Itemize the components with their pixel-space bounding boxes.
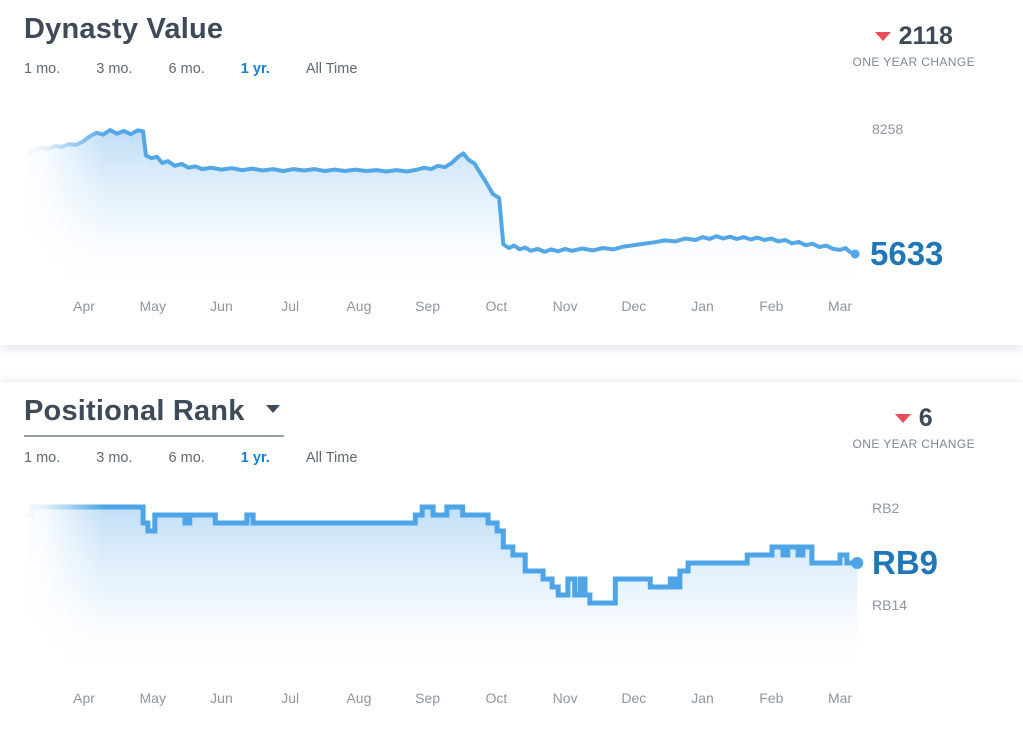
chevron-down-icon (265, 405, 280, 414)
x-axis-label-feb: Feb (759, 690, 784, 706)
x-axis-label-jul: Jul (281, 690, 300, 706)
change-value: 6 (918, 404, 933, 432)
left-fade-overlay (0, 95, 115, 307)
positional-rank-panel: Positional Rank 1 mo. 3 mo. 6 mo. 1 yr. All … (0, 382, 1023, 729)
x-axis-label-nov: Nov (552, 298, 578, 314)
x-axis-label-jan: Jan (691, 690, 714, 706)
x-axis-label-jan: Jan (691, 298, 714, 314)
change-value: 2118 (898, 22, 953, 50)
x-axis-label-mar: Mar (827, 298, 853, 314)
chart-end-dot (851, 557, 864, 569)
tab-1-mo[interactable]: 1 mo. (24, 450, 61, 466)
x-axis-label-dec: Dec (621, 690, 647, 706)
worst-rank-label: RB14 (872, 597, 908, 613)
x-axis-label-oct: Oct (485, 690, 508, 706)
change-caption: ONE YEAR CHANGE (852, 54, 975, 69)
tab-all-time[interactable]: All Time (305, 61, 358, 77)
x-axis-label-jun: Jun (210, 298, 233, 314)
tab-1-mo[interactable]: 1 mo. (24, 61, 61, 77)
x-axis-label-apr: Apr (73, 690, 95, 706)
dynasty-value-panel: Dynasty Value 1 mo. 3 mo. 6 mo. 1 yr. All Ti… (0, 0, 1023, 345)
panel-title-positional-rank: Positional Rank (24, 393, 284, 437)
peak-value-label: 8258 (872, 121, 904, 137)
x-axis-label-aug: Aug (346, 298, 372, 314)
positional-rank-chart[interactable] (0, 382, 1023, 729)
tab-3-mo[interactable]: 3 mo. (96, 450, 133, 466)
x-axis-label-sep: Sep (415, 690, 441, 706)
tab-3-mo[interactable]: 3 mo. (96, 61, 133, 77)
chart-line (26, 128, 858, 256)
x-axis-label-nov: Nov (552, 690, 578, 706)
chart-area-fill (28, 130, 856, 286)
x-axis-label-oct: Oct (485, 298, 508, 314)
time-range-tabs: 1 mo. 3 mo. 6 mo. 1 yr. All Time (24, 450, 357, 466)
current-rank-label: RB9 (872, 544, 939, 581)
panel-title-dynasty-value: Dynasty Value (24, 13, 224, 45)
dropdown-label: Positional Rank (24, 395, 245, 427)
positional-rank-dropdown[interactable]: Positional Rank (24, 395, 284, 437)
x-axis-label-aug: Aug (346, 690, 372, 706)
one-year-change-block: 2118 ONE YEAR CHANGE (852, 22, 975, 69)
tab-6-mo[interactable]: 6 mo. (168, 450, 205, 466)
one-year-change-block: 6 ONE YEAR CHANGE (852, 404, 975, 451)
x-axis-label-mar: Mar (827, 690, 853, 706)
chart-area-fill (28, 507, 858, 670)
x-axis-label-jul: Jul (281, 298, 300, 314)
down-arrow-icon (874, 32, 891, 42)
x-axis-label-may: May (139, 690, 166, 706)
x-axis-label-may: May (139, 298, 166, 314)
best-rank-label: RB2 (872, 500, 900, 516)
left-fade-overlay (0, 482, 115, 687)
down-arrow-icon (894, 414, 911, 424)
change-caption: ONE YEAR CHANGE (852, 436, 975, 451)
tab-all-time[interactable]: All Time (305, 450, 358, 466)
x-axis-label-dec: Dec (621, 298, 647, 314)
x-axis-label-sep: Sep (415, 298, 441, 314)
current-value-label: 5633 (870, 235, 944, 272)
x-axis-label-feb: Feb (759, 298, 784, 314)
x-axis-label-apr: Apr (73, 298, 95, 314)
chart-end-dot (850, 249, 860, 259)
tab-1-yr[interactable]: 1 yr. (240, 61, 270, 77)
tab-1-yr[interactable]: 1 yr. (240, 450, 270, 466)
time-range-tabs: 1 mo. 3 mo. 6 mo. 1 yr. All Time (24, 61, 357, 77)
dynasty-value-chart[interactable] (0, 0, 1023, 345)
x-axis-label-jun: Jun (210, 690, 233, 706)
chart-line (25, 504, 860, 606)
tab-6-mo[interactable]: 6 mo. (168, 61, 205, 77)
